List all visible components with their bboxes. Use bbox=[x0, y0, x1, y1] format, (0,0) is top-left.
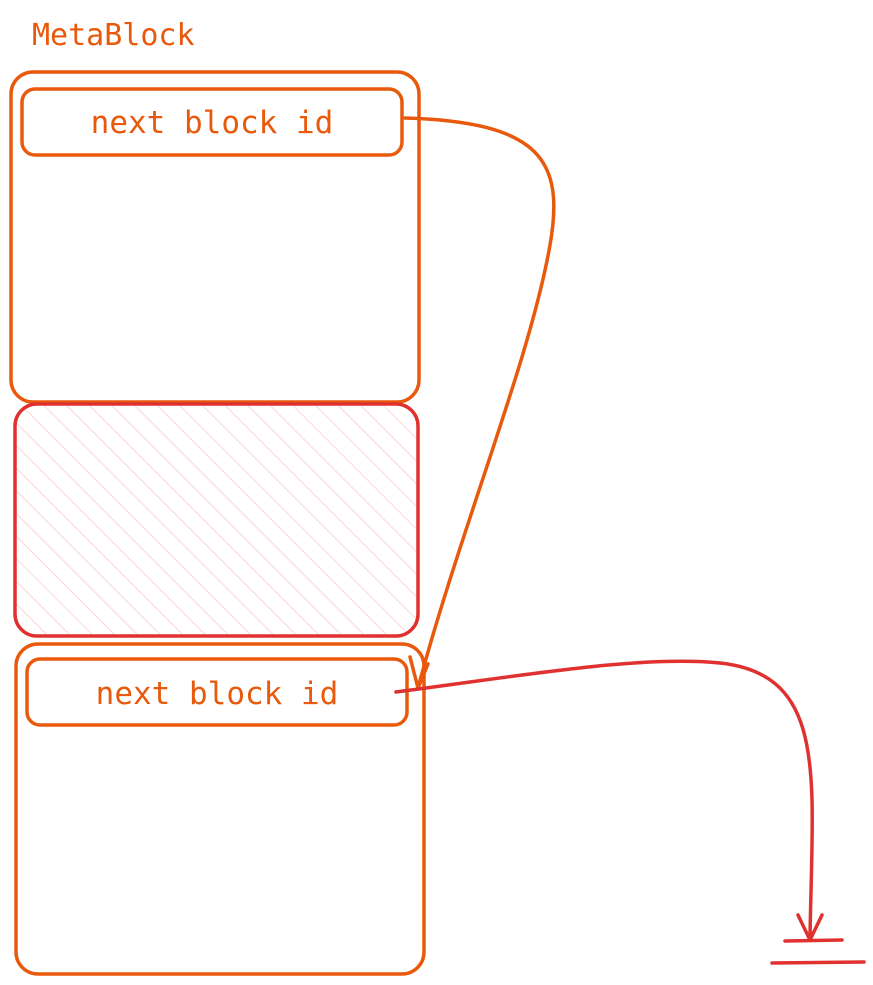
next-pointer-arrow bbox=[403, 116, 556, 690]
freed-block bbox=[13, 402, 420, 638]
meta-block-1 bbox=[9, 70, 421, 404]
freed-block-hatch bbox=[15, 404, 418, 636]
next-block-id-field-1 bbox=[20, 87, 404, 157]
meta-block-2 bbox=[14, 642, 426, 976]
next-block-id-label-1: next block id bbox=[91, 105, 334, 141]
next-block-id-label-2: next block id bbox=[96, 676, 339, 712]
diagram-title: MetaBlock bbox=[32, 18, 195, 53]
terminal-pointer-arrow bbox=[394, 659, 814, 942]
ground-terminator-icon bbox=[770, 938, 866, 965]
